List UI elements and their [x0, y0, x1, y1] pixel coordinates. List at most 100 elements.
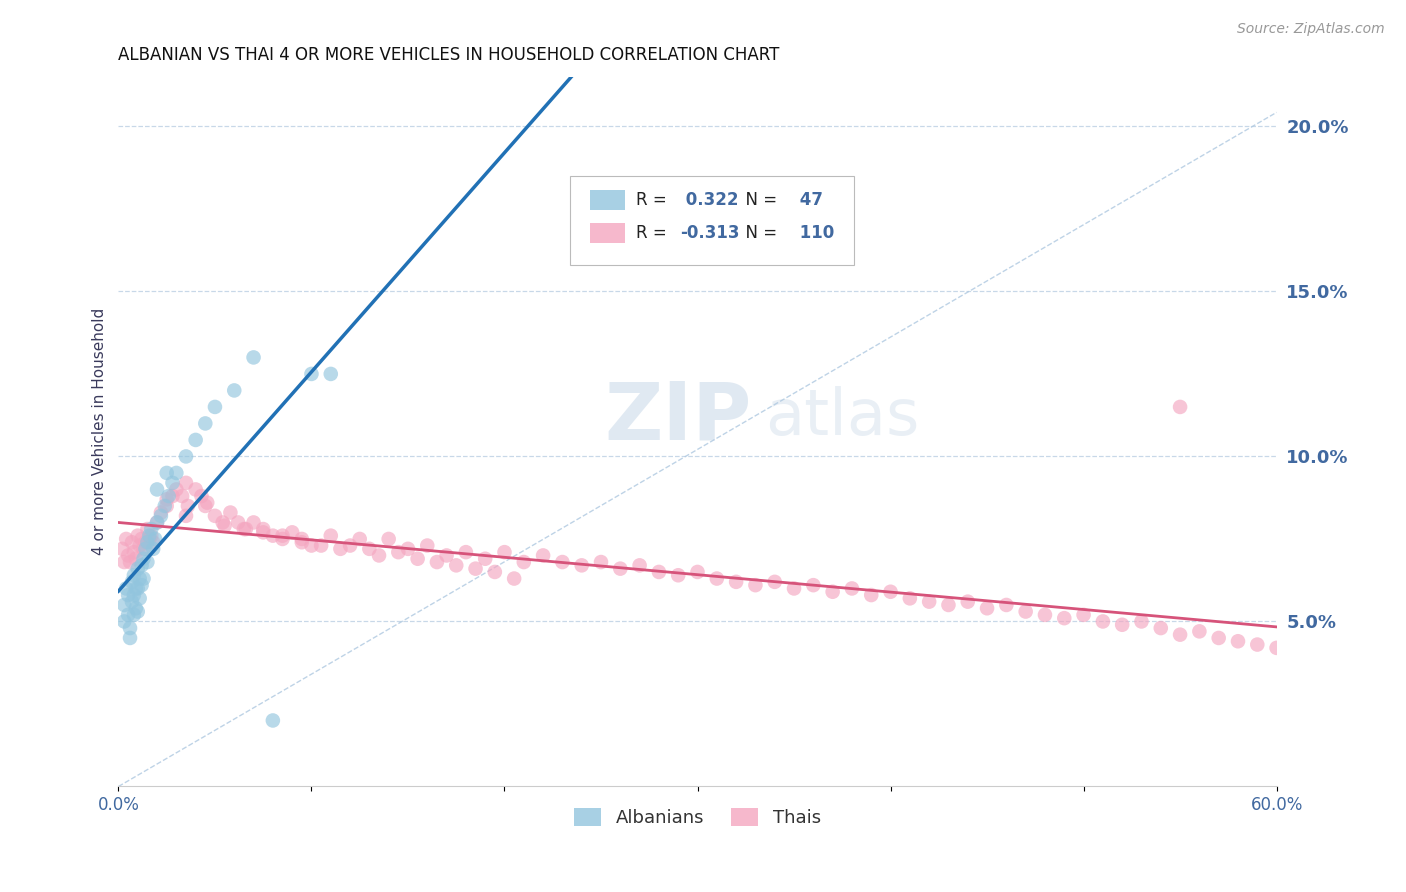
- Point: [134, 541, 156, 556]
- Point: [1014, 605, 1036, 619]
- Point: [143, 532, 166, 546]
- Point: [262, 714, 284, 728]
- Point: [783, 582, 806, 596]
- Point: [128, 539, 150, 553]
- Point: [513, 555, 536, 569]
- Point: [172, 489, 194, 503]
- Point: [162, 489, 184, 503]
- Point: [132, 551, 155, 566]
- Point: [301, 367, 323, 381]
- Point: [132, 541, 155, 556]
- Point: [531, 549, 554, 563]
- Point: [1150, 621, 1173, 635]
- Point: [763, 574, 786, 589]
- Point: [503, 572, 526, 586]
- Point: [219, 506, 242, 520]
- Point: [194, 417, 217, 431]
- Point: [112, 598, 135, 612]
- Point: [995, 598, 1018, 612]
- Point: [118, 631, 141, 645]
- Point: [141, 522, 163, 536]
- Point: [329, 541, 352, 556]
- Point: [177, 499, 200, 513]
- Point: [368, 549, 391, 563]
- Point: [153, 499, 176, 513]
- Point: [686, 565, 709, 579]
- Point: [252, 525, 274, 540]
- Text: -0.313: -0.313: [681, 224, 740, 242]
- Point: [309, 539, 332, 553]
- Point: [271, 532, 294, 546]
- Point: [146, 516, 169, 530]
- Point: [115, 532, 138, 546]
- Point: [1130, 615, 1153, 629]
- Point: [134, 535, 156, 549]
- Point: [162, 475, 184, 490]
- Text: atlas: atlas: [765, 386, 920, 449]
- Point: [204, 508, 226, 523]
- Point: [1091, 615, 1114, 629]
- Point: [190, 489, 212, 503]
- Point: [112, 555, 135, 569]
- Point: [821, 584, 844, 599]
- Point: [122, 545, 145, 559]
- Point: [146, 483, 169, 497]
- Point: [136, 535, 159, 549]
- Point: [204, 400, 226, 414]
- Point: [744, 578, 766, 592]
- Point: [1208, 631, 1230, 645]
- Point: [494, 545, 516, 559]
- Point: [242, 351, 264, 365]
- Point: [349, 532, 371, 546]
- Point: [142, 535, 165, 549]
- Point: [127, 582, 149, 596]
- Point: [426, 555, 449, 569]
- Point: [648, 565, 671, 579]
- Point: [174, 508, 197, 523]
- Point: [128, 591, 150, 606]
- Point: [281, 525, 304, 540]
- Point: [801, 578, 824, 592]
- Text: Source: ZipAtlas.com: Source: ZipAtlas.com: [1237, 22, 1385, 37]
- Point: [115, 582, 138, 596]
- Point: [146, 516, 169, 530]
- Point: [122, 568, 145, 582]
- Point: [319, 367, 342, 381]
- Point: [444, 558, 467, 573]
- FancyBboxPatch shape: [589, 223, 624, 243]
- Point: [436, 549, 458, 563]
- Point: [551, 555, 574, 569]
- Point: [117, 588, 139, 602]
- Point: [841, 582, 863, 596]
- Point: [165, 466, 187, 480]
- Point: [454, 545, 477, 559]
- Point: [898, 591, 921, 606]
- Point: [117, 549, 139, 563]
- Point: [136, 555, 159, 569]
- Point: [125, 551, 148, 566]
- Point: [122, 588, 145, 602]
- Point: [156, 499, 179, 513]
- Point: [156, 466, 179, 480]
- Point: [359, 541, 381, 556]
- Point: [174, 475, 197, 490]
- Point: [226, 516, 249, 530]
- Point: [396, 541, 419, 556]
- Point: [184, 483, 207, 497]
- Text: R =: R =: [636, 191, 672, 209]
- Point: [1033, 607, 1056, 622]
- Y-axis label: 4 or more Vehicles in Household: 4 or more Vehicles in Household: [93, 308, 107, 556]
- Point: [252, 522, 274, 536]
- Point: [142, 541, 165, 556]
- Point: [131, 532, 153, 546]
- Point: [956, 595, 979, 609]
- Point: [571, 558, 593, 573]
- Point: [224, 384, 246, 398]
- Point: [387, 545, 409, 559]
- Point: [406, 551, 429, 566]
- Point: [232, 522, 254, 536]
- Point: [184, 433, 207, 447]
- Point: [1265, 640, 1288, 655]
- Text: 110: 110: [793, 224, 834, 242]
- Point: [117, 607, 139, 622]
